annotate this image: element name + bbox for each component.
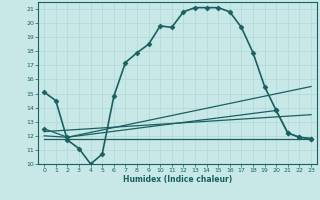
X-axis label: Humidex (Indice chaleur): Humidex (Indice chaleur) [123, 175, 232, 184]
